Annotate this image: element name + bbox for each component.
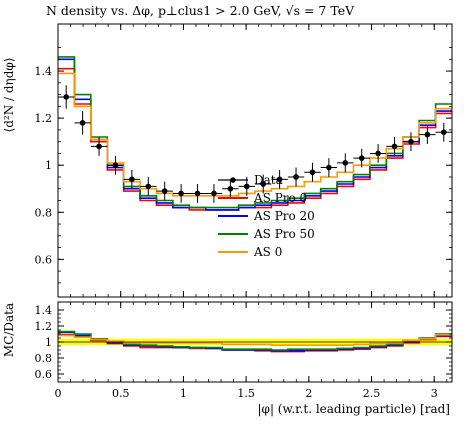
- data-point: [408, 138, 414, 145]
- y-tick-label: 0.8: [35, 206, 53, 219]
- x-tick-label: 0: [55, 387, 62, 400]
- chart-title: N density vs. Δφ, p⊥clus1 > 2.0 GeV, √s …: [46, 3, 355, 18]
- data-point: [79, 120, 86, 126]
- x-tick-label: 0.5: [112, 387, 130, 400]
- y-tick-label: 1: [45, 336, 52, 349]
- y-tick-label: 1.2: [35, 320, 53, 333]
- data-point: [161, 188, 168, 194]
- legend-label: Data: [254, 173, 283, 187]
- series-line-as-0: [58, 72, 452, 197]
- x-tick-label: 1.5: [237, 387, 255, 400]
- data-point: [194, 190, 201, 197]
- data-point: [129, 176, 135, 183]
- data-point: [293, 174, 299, 180]
- axes: 0 0.5 1 1.5 2 2.5 3 0.6 0.8 1 1.2 1.4 0.6 0.8 1 1.2 1.4: [35, 23, 453, 400]
- legend: Data AS Pro 0 AS Pro 20 AS Pro 50 AS 0: [218, 173, 315, 259]
- plot-area: [57, 56, 452, 353]
- y-axis-label-ratio: MC/Data: [2, 303, 16, 357]
- legend-label: AS Pro 0: [253, 191, 307, 205]
- legend-data-marker: [230, 177, 236, 183]
- x-tick-label: 1: [180, 387, 187, 400]
- data-point: [112, 162, 119, 169]
- y-tick-label: 0.8: [35, 352, 53, 365]
- data-point: [391, 143, 398, 150]
- y-tick-label: 0.6: [35, 368, 53, 381]
- data-point: [96, 143, 102, 150]
- main-frame: [57, 23, 453, 298]
- data-point: [145, 183, 152, 190]
- data-point: [276, 176, 283, 183]
- data-point: [375, 150, 381, 157]
- x-tick-label: 2.5: [363, 387, 381, 400]
- data-point: [309, 169, 316, 176]
- y-tick-label: 1.2: [35, 112, 53, 125]
- series-line-as-pro-0: [58, 67, 452, 211]
- data-point: [178, 190, 184, 197]
- y-tick-label: 1.4: [35, 65, 53, 78]
- legend-label: AS Pro 20: [253, 209, 315, 223]
- y-tick-label: 1.4: [35, 304, 53, 317]
- data-point: [326, 164, 332, 171]
- data-point: [227, 185, 234, 192]
- data-point: [440, 129, 447, 136]
- data-point: [63, 94, 70, 100]
- data-point: [342, 160, 349, 166]
- series-line-as-pro-20: [58, 58, 452, 211]
- ratio-line-as-0: [58, 334, 452, 346]
- data-point: [358, 155, 365, 161]
- y-tick-label: 0.6: [35, 253, 53, 266]
- data-point: [243, 183, 250, 190]
- data-point: [260, 181, 267, 187]
- y-axis-label-main: ⟨d²N / dηdφ⟩: [2, 58, 16, 133]
- x-axis-label: |φ| (w.r.t. leading particle) [rad]: [258, 402, 451, 416]
- data-point: [424, 131, 431, 138]
- data-point: [211, 190, 217, 197]
- y-tick-label: 1: [45, 159, 52, 172]
- legend-label: AS 0: [253, 245, 282, 259]
- x-tick-label: 3: [431, 387, 438, 400]
- legend-label: AS Pro 50: [253, 227, 315, 241]
- x-tick-label: 2: [305, 387, 312, 400]
